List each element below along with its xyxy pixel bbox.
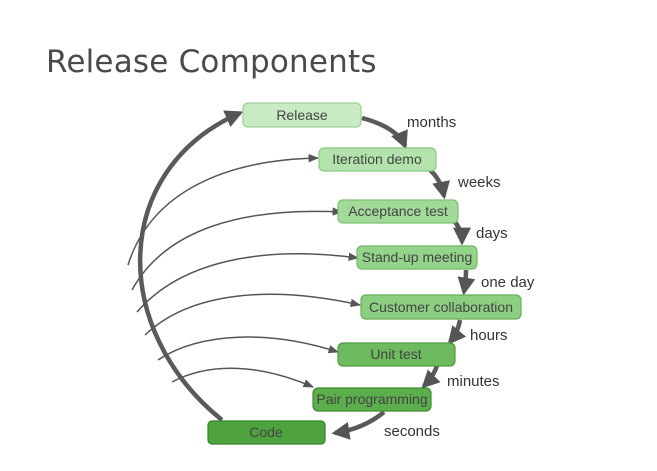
component-box xyxy=(312,387,432,412)
component-label: Stand-up meeting xyxy=(362,249,473,265)
step-arrow-pairprog-to-code xyxy=(331,410,386,440)
component-box xyxy=(337,199,459,224)
component-stand-up-meeting: Stand-up meeting xyxy=(356,245,478,270)
interval-label-minutes: minutes xyxy=(447,373,500,390)
component-label: Iteration demo xyxy=(332,151,422,167)
component-box xyxy=(356,245,478,270)
component-box xyxy=(360,294,522,320)
component-label: Pair programming xyxy=(316,391,427,407)
arc-to-customer-collaboration xyxy=(144,293,362,336)
component-acceptance-test: Acceptance test xyxy=(337,199,459,224)
step-arrow-customer-to-unittest xyxy=(447,319,467,345)
component-box xyxy=(242,102,362,128)
component-box xyxy=(337,342,456,367)
slide-title: Release Components xyxy=(46,44,377,80)
component-box xyxy=(318,147,437,172)
component-label: Customer collaboration xyxy=(369,299,513,315)
component-unit-test: Unit test xyxy=(337,342,456,367)
interval-label-months: months xyxy=(407,114,456,131)
step-arrow-iteration-to-acceptance xyxy=(428,168,450,200)
component-label: Release xyxy=(276,107,328,123)
step-arrow-standup-to-customer xyxy=(457,269,476,296)
component-release: Release xyxy=(242,102,362,128)
step-arrow-unittest-to-pairprog xyxy=(421,365,441,389)
arc-to-unit-test xyxy=(157,336,339,361)
arc-to-stand-up-meeting xyxy=(136,252,360,313)
arc-code-to-release xyxy=(138,110,244,422)
interval-label-days: days xyxy=(476,225,508,242)
arc-to-pair-programming xyxy=(171,367,314,388)
step-arrow-release-to-iteration xyxy=(361,115,408,150)
component-customer-collaboration: Customer collaboration xyxy=(360,294,522,320)
component-label: Code xyxy=(249,424,283,440)
component-code: Code xyxy=(207,420,326,445)
arc-to-acceptance-test xyxy=(131,207,344,291)
component-box xyxy=(207,420,326,445)
interval-label-seconds: seconds xyxy=(384,423,440,440)
interval-label-hours: hours xyxy=(470,327,508,344)
arc-to-iteration-demo xyxy=(127,153,320,266)
interval-label-weeks: weeks xyxy=(457,174,501,191)
interval-label-one-day: one day xyxy=(481,274,535,291)
component-label: Unit test xyxy=(370,346,421,362)
component-pair-programming: Pair programming xyxy=(312,387,432,412)
step-arrow-acceptance-to-standup xyxy=(452,220,471,246)
component-iteration-demo: Iteration demo xyxy=(318,147,437,172)
component-label: Acceptance test xyxy=(348,203,448,219)
